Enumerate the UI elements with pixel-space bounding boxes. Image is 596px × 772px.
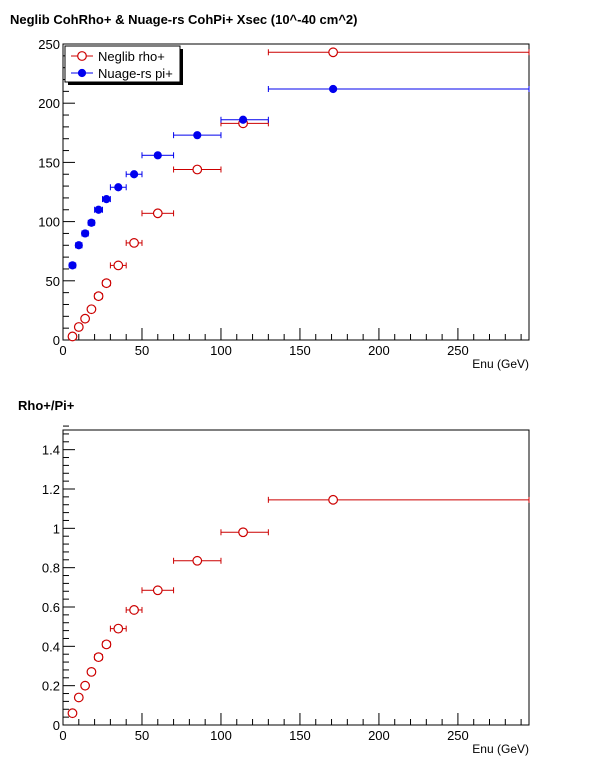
- data-point: [74, 241, 83, 250]
- series-1: [68, 84, 530, 270]
- data-point: [73, 322, 84, 332]
- legend-marker: [77, 51, 87, 61]
- data-point: [80, 680, 91, 691]
- data-point: [113, 623, 124, 634]
- data-point: [67, 708, 78, 719]
- x-tick-label: 150: [289, 728, 311, 743]
- y-tick-label: 100: [38, 215, 60, 230]
- x-tick-label: 150: [289, 343, 311, 358]
- x-tick-label: 100: [210, 343, 232, 358]
- y-tick-label: 0: [53, 718, 60, 733]
- data-point: [328, 494, 339, 505]
- data-point: [328, 47, 339, 58]
- data-point: [113, 260, 124, 271]
- y-tick-label: 200: [38, 96, 60, 111]
- series-0: [67, 494, 530, 719]
- data-point: [193, 131, 202, 140]
- data-point: [152, 585, 163, 596]
- data-point: [329, 84, 338, 94]
- x-axis-label: Enu (GeV): [472, 742, 529, 756]
- data-point: [114, 183, 123, 192]
- plot-frame: [62, 429, 530, 726]
- x-tick-label: 0: [59, 343, 66, 358]
- y-tick-label: 1.4: [42, 443, 60, 458]
- bottom-chart-title: Rho+/Pi+: [18, 398, 75, 413]
- data-point: [86, 304, 97, 315]
- data-point: [80, 313, 91, 324]
- top-chart-title: Neglib CohRho+ & Nuage-rs CohPi+ Xsec (1…: [10, 12, 358, 27]
- y-tick-label: 0: [53, 333, 60, 348]
- series-0: [67, 47, 530, 342]
- y-tick-label: 0.2: [42, 679, 60, 694]
- data-point: [129, 238, 139, 248]
- legend-entry: Neglib rho+: [98, 49, 165, 64]
- x-tick-label: 250: [447, 728, 469, 743]
- x-tick-label: 200: [368, 728, 390, 743]
- data-point: [101, 639, 112, 650]
- x-tick-label: 0: [59, 728, 66, 743]
- data-point: [192, 164, 203, 175]
- y-tick-label: 1.2: [42, 482, 60, 497]
- x-tick-label: 50: [135, 728, 149, 743]
- x-tick-label: 100: [210, 728, 232, 743]
- x-tick-label: 250: [447, 343, 469, 358]
- data-point: [81, 229, 90, 238]
- y-tick-label: 0.4: [42, 639, 60, 654]
- data-point: [67, 331, 78, 342]
- data-point: [152, 208, 163, 219]
- y-tick-label: 50: [46, 274, 60, 289]
- data-point: [73, 692, 84, 703]
- legend-entry: Nuage-rs pi+: [98, 66, 173, 81]
- legend-marker: [77, 68, 87, 78]
- data-point: [129, 170, 139, 179]
- y-tick-label: 250: [38, 37, 60, 52]
- data-point: [68, 261, 77, 270]
- x-tick-label: 200: [368, 343, 390, 358]
- x-axis-label: Enu (GeV): [472, 357, 529, 371]
- data-point: [86, 667, 97, 677]
- data-point: [153, 151, 162, 160]
- data-point: [93, 291, 104, 302]
- data-point: [192, 555, 203, 566]
- data-point: [94, 205, 103, 214]
- x-tick-label: 50: [135, 343, 149, 358]
- bottom-chart: 0 50 100 150 200 250 0 0.2 0.4 0.6 0.8 1 1.2 1.4 Enu (…: [42, 425, 530, 756]
- plot-frame: [62, 43, 530, 341]
- data-point: [87, 218, 96, 227]
- y-tick-label: 0.6: [42, 600, 60, 615]
- data-point: [101, 278, 112, 289]
- data-point: [129, 605, 139, 615]
- y-tick-label: 150: [38, 155, 60, 170]
- y-tick-label: 1: [53, 521, 60, 536]
- data-point: [238, 115, 248, 124]
- data-point: [102, 195, 111, 204]
- y-tick-label: 0.8: [42, 561, 60, 576]
- legend: Neglib rho+ Nuage-rs pi+: [64, 45, 183, 85]
- data-point: [238, 527, 248, 538]
- data-point: [93, 652, 104, 663]
